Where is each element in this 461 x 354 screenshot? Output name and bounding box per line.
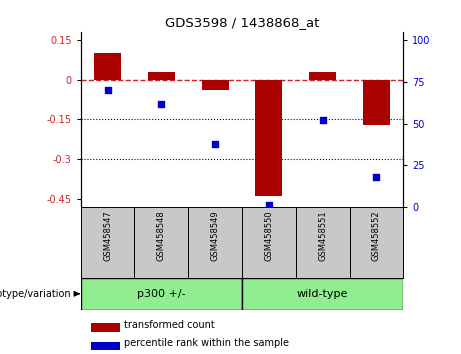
Text: wild-type: wild-type [297, 289, 349, 299]
Text: GSM458547: GSM458547 [103, 211, 112, 261]
Bar [81, 278, 242, 310]
Bar [91, 342, 120, 350]
Text: GSM458548: GSM458548 [157, 211, 166, 261]
Bar [242, 278, 403, 310]
Point [319, 118, 326, 123]
Bar [135, 207, 188, 278]
Point [265, 202, 272, 208]
Bar [148, 72, 175, 80]
Text: transformed count: transformed count [124, 320, 215, 330]
Bar [94, 53, 121, 80]
Text: GSM458549: GSM458549 [211, 211, 219, 261]
Point [158, 101, 165, 107]
Point [212, 141, 219, 147]
Bar [255, 80, 282, 196]
Text: GSM458552: GSM458552 [372, 211, 381, 261]
Text: GSM458551: GSM458551 [318, 211, 327, 261]
Bar [296, 207, 349, 278]
Text: percentile rank within the sample: percentile rank within the sample [124, 338, 289, 348]
Bar [201, 80, 229, 90]
Bar [349, 207, 403, 278]
Bar [242, 207, 296, 278]
Point [373, 174, 380, 180]
Bar [81, 207, 135, 278]
Bar [363, 80, 390, 125]
Text: GSM458550: GSM458550 [265, 211, 273, 261]
Title: GDS3598 / 1438868_at: GDS3598 / 1438868_at [165, 16, 319, 29]
Text: genotype/variation: genotype/variation [0, 289, 71, 299]
Bar [309, 72, 336, 80]
Text: p300 +/-: p300 +/- [137, 289, 186, 299]
Bar [91, 324, 120, 332]
Bar [188, 207, 242, 278]
Point [104, 87, 111, 93]
